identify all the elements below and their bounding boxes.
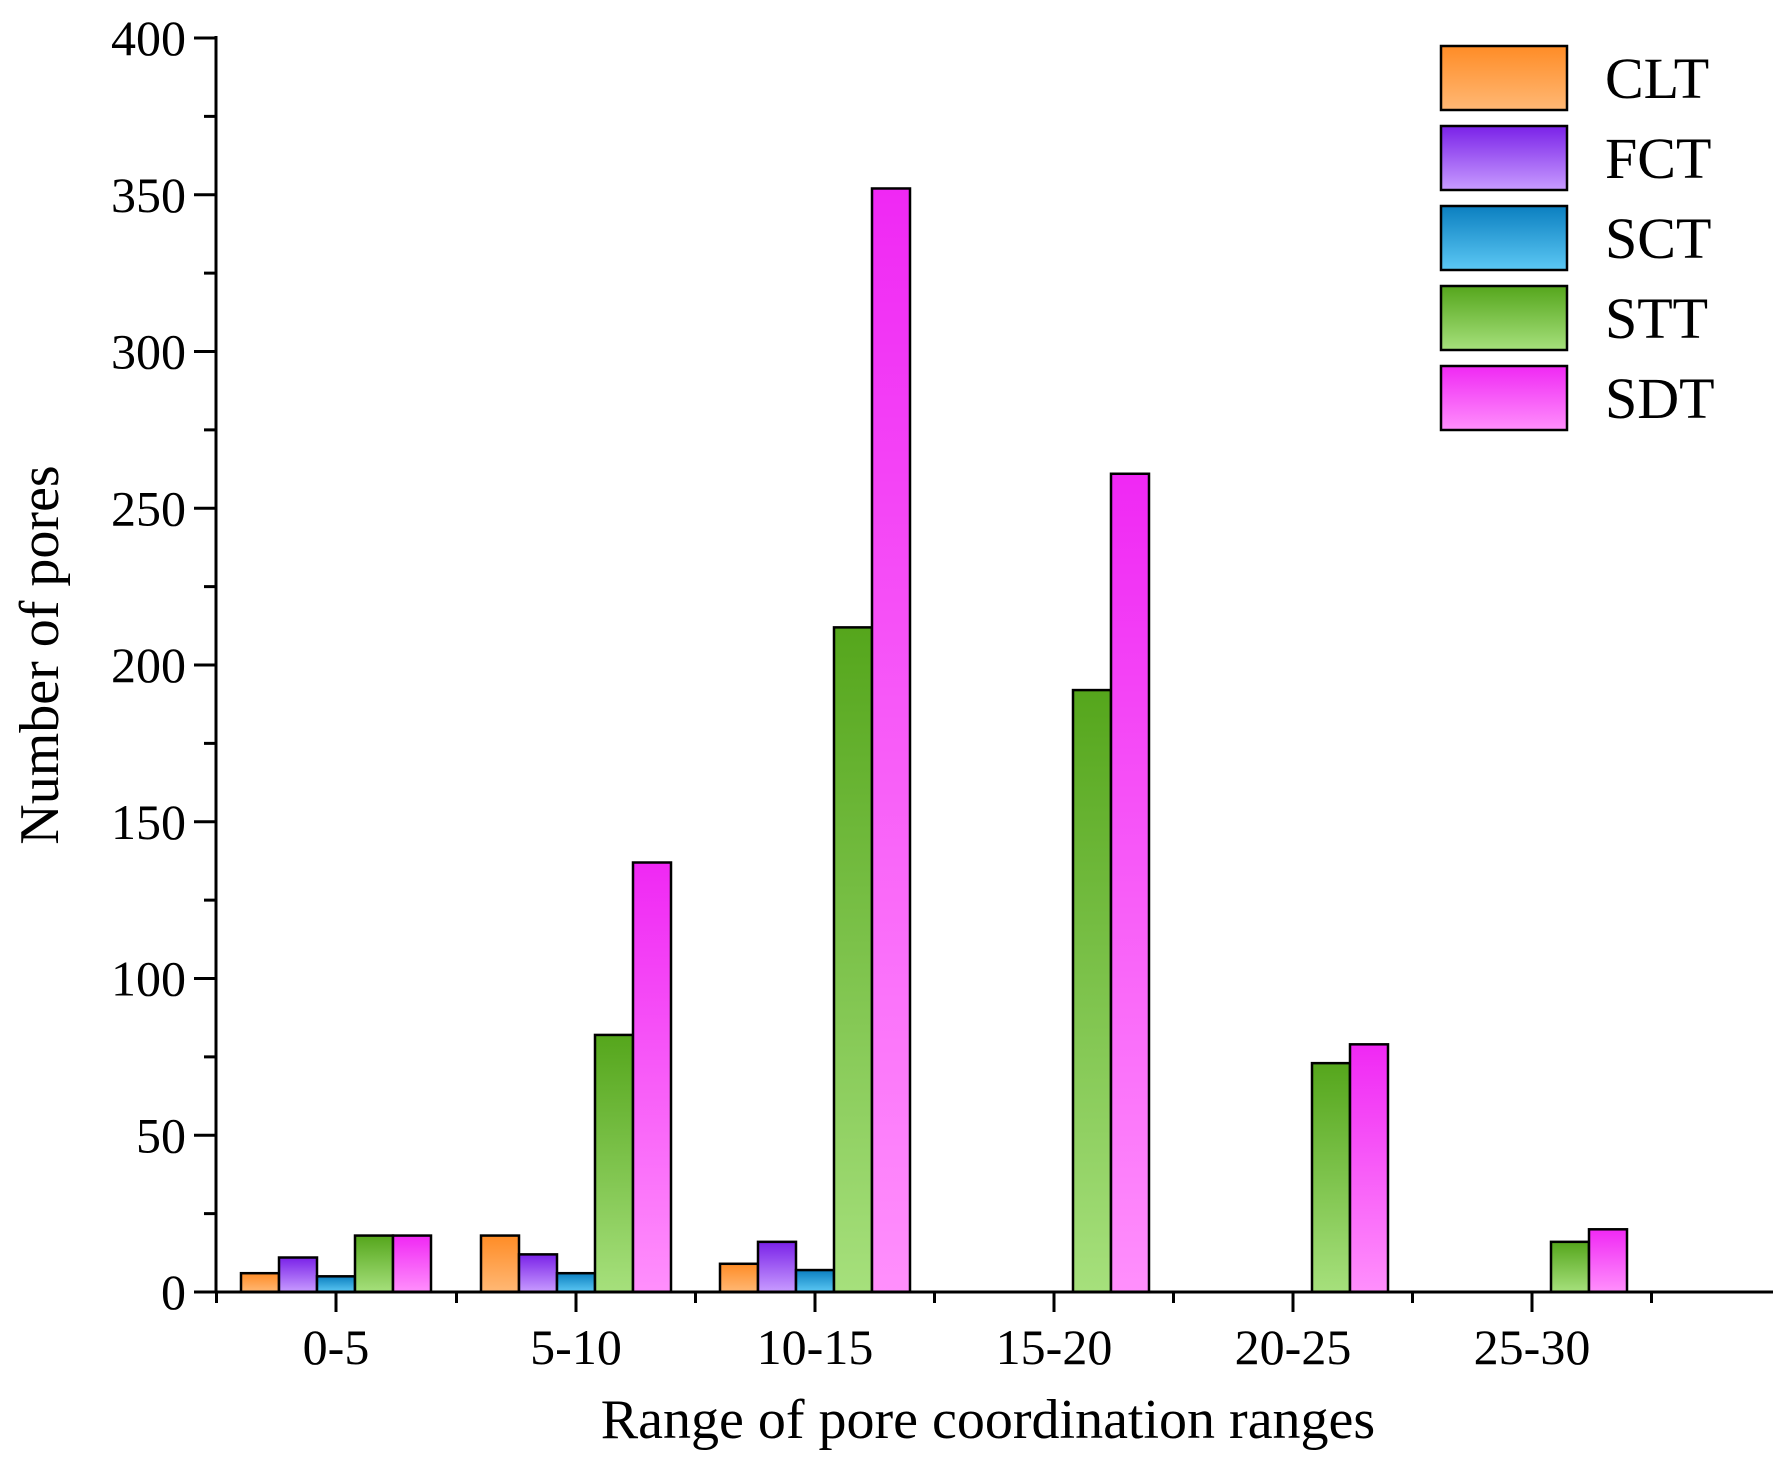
x-tick-label: 10-15 [757,1319,874,1375]
legend-label-sct: SCT [1605,206,1711,271]
bar-sdt-20-25 [1348,1043,1390,1294]
bar-fct-5-10 [517,1253,559,1294]
y-tick-label: 250 [111,480,186,536]
x-tick-label: 25-30 [1474,1319,1591,1375]
bar-stt-20-25 [1310,1061,1352,1294]
y-axis-title: Number of pores [9,465,71,844]
legend-label-stt: STT [1605,286,1708,351]
bar-stt-25-30 [1549,1240,1591,1294]
bar-sct-10-15 [794,1268,836,1294]
y-tick-label: 200 [111,637,186,693]
bar-stt-10-15 [832,626,874,1294]
bars-layer [239,187,1629,1294]
y-tick-label: 0 [161,1264,186,1320]
bar-sct-5-10 [555,1271,597,1294]
y-tick-label: 350 [111,167,186,223]
bar-fct-0-5 [277,1256,319,1294]
x-tick-label: 20-25 [1235,1319,1352,1375]
legend-swatch-sct [1439,204,1569,272]
y-tick-label: 50 [136,1107,186,1163]
legend-label-clt: CLT [1605,46,1709,111]
bar-clt-10-15 [718,1262,760,1294]
bar-stt-5-10 [593,1033,635,1294]
legend: CLT FCT SCT STT SDT [1439,44,1715,432]
bar-fct-10-15 [756,1240,798,1294]
legend-swatch-stt [1439,284,1569,352]
y-tick-label: 400 [111,10,186,66]
bar-clt-0-5 [239,1271,281,1294]
legend-item-clt: CLT [1439,44,1709,112]
legend-swatch-sdt [1439,364,1569,432]
legend-item-fct: FCT [1439,124,1711,192]
legend-item-sdt: SDT [1439,364,1715,432]
legend-swatch-fct [1439,124,1569,192]
legend-item-sct: SCT [1439,204,1711,272]
bar-sdt-10-15 [870,187,912,1294]
y-tick-label: 150 [111,794,186,850]
bar-stt-0-5 [353,1234,395,1294]
x-tick-label: 15-20 [996,1319,1113,1375]
x-tick-label: 5-10 [530,1319,622,1375]
x-axis-title: Range of pore coordination ranges [601,1389,1375,1451]
bar-clt-5-10 [479,1234,521,1294]
bar-stt-15-20 [1071,688,1113,1294]
y-tick-label: 100 [111,951,186,1007]
legend-label-sdt: SDT [1605,366,1715,431]
bar-sdt-0-5 [391,1234,433,1294]
x-tick-label: 0-5 [303,1319,370,1375]
axes-layer: 0 50 100 150 200 250 300 350 400 0-5 5-10 10-15 15-2… [111,10,1773,1375]
bar-sdt-5-10 [631,861,673,1294]
bar-sdt-15-20 [1109,472,1151,1294]
bar-sdt-25-30 [1587,1228,1629,1294]
y-tick-label: 300 [111,324,186,380]
legend-swatch-clt [1439,44,1569,112]
legend-label-fct: FCT [1605,126,1711,191]
bar-sct-0-5 [315,1275,357,1294]
legend-item-stt: STT [1439,284,1708,352]
